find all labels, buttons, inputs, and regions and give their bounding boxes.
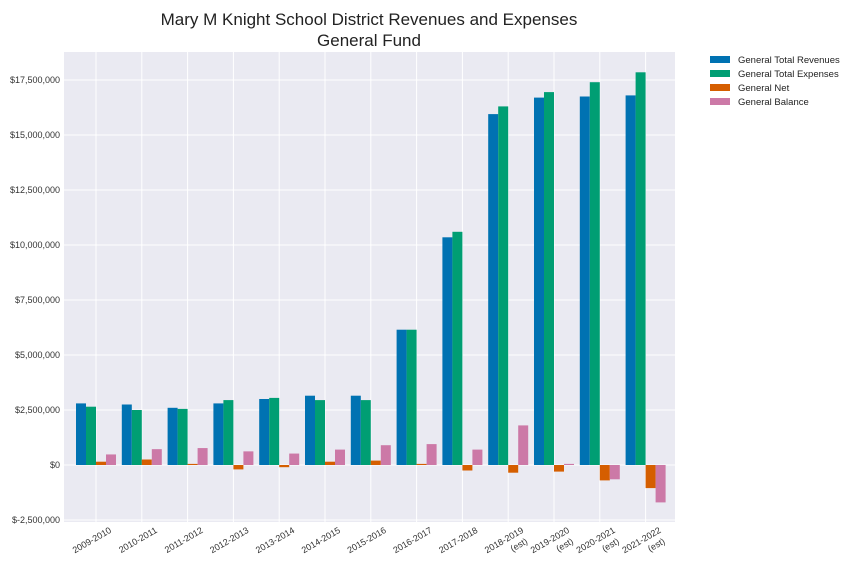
bar-general-net [508, 465, 519, 473]
bar-general-balance [106, 454, 116, 465]
legend-label: General Total Expenses [738, 69, 839, 80]
bar-general-total-revenues [76, 403, 86, 465]
bar-general-net [233, 465, 244, 470]
bar-general-balance [380, 445, 391, 465]
x-tick-label: 2009-2010 [71, 525, 113, 555]
y-tick-label: $-2,500,000 [12, 515, 60, 525]
legend-swatch [710, 70, 730, 77]
legend-swatch [710, 56, 730, 63]
legend: General Total Revenues General Total Expe… [710, 55, 840, 108]
bar-general-balance [243, 451, 254, 465]
bar-general-total-revenues [167, 407, 178, 465]
bar-general-balance [335, 449, 345, 465]
y-tick-label: $5,000,000 [15, 350, 60, 360]
bar-general-net [554, 465, 564, 472]
x-axis: 2009-2010 2010-2011 2011-2012 2012-2013 2013… [71, 525, 667, 555]
bar-general-total-revenues [350, 395, 361, 465]
bar-general-net [96, 461, 106, 465]
bar-general-balance [518, 425, 529, 465]
bar-general-total-expenses [86, 406, 96, 465]
bar-general-net [462, 465, 473, 471]
bar-general-balance [655, 465, 666, 503]
bar-general-total-revenues [305, 395, 315, 465]
bar-general-total-revenues [488, 114, 499, 465]
bar-general-total-revenues [259, 399, 270, 465]
bar-general-total-revenues [213, 403, 224, 465]
x-tick-label: 2011-2012 [163, 525, 205, 555]
x-tick-label: 2013-2014 [254, 525, 296, 555]
bar-general-balance [151, 449, 162, 465]
x-tick-label: 2016-2017 [391, 525, 433, 555]
bar-general-total-revenues [396, 329, 407, 465]
y-tick-label: $10,000,000 [10, 240, 60, 250]
x-tick-label: 2014-2015 [300, 525, 342, 555]
bar-general-total-expenses [589, 82, 600, 465]
bar-general-balance [609, 465, 620, 480]
bar-general-balance [564, 463, 574, 465]
bar-general-total-expenses [315, 400, 325, 465]
bar-general-total-expenses [269, 397, 280, 465]
x-tick-label: 2015-2016 [346, 525, 388, 555]
bar-general-total-expenses [177, 408, 188, 465]
bar-general-net [599, 465, 610, 481]
legend-swatch [710, 84, 730, 91]
bar-general-total-revenues [534, 97, 544, 465]
y-tick-label: $17,500,000 [10, 75, 60, 85]
x-tick-label: 2012-2013 [208, 525, 250, 555]
legend-label: General Net [738, 83, 790, 94]
y-tick-label: $7,500,000 [15, 295, 60, 305]
bar-general-total-expenses [223, 400, 234, 465]
bar-general-net [325, 461, 335, 465]
bar-general-net [370, 460, 381, 465]
bar-general-balance [426, 444, 437, 465]
bars [76, 72, 666, 503]
bar-general-total-expenses [635, 72, 646, 466]
bar-general-total-expenses [360, 400, 371, 465]
bar-general-balance [289, 453, 300, 465]
bar-general-total-expenses [452, 231, 463, 465]
y-tick-label: $15,000,000 [10, 130, 60, 140]
bar-general-total-revenues [579, 96, 590, 465]
y-tick-label: $0 [50, 460, 60, 470]
bar-general-balance [472, 449, 483, 465]
legend-label: General Total Revenues [738, 55, 840, 66]
bar-general-total-revenues [442, 237, 453, 465]
bar-general-net [279, 465, 290, 468]
bar-general-total-expenses [544, 92, 554, 465]
x-tick-label: 2017-2018 [437, 525, 479, 555]
bar-general-net [187, 463, 198, 465]
bar-general-total-revenues [625, 95, 636, 466]
x-tick-label: 2010-2011 [117, 525, 159, 555]
bar-general-total-revenues [121, 404, 132, 465]
bar-general-total-expenses [131, 410, 142, 465]
y-tick-label: $2,500,000 [15, 405, 60, 415]
legend-label: General Balance [738, 97, 809, 108]
legend-swatch [710, 98, 730, 105]
y-axis: $17,500,000 $15,000,000 $12,500,000 $10,000… [10, 75, 60, 525]
y-tick-label: $12,500,000 [10, 185, 60, 195]
bar-general-net [645, 465, 656, 489]
bar-general-net [141, 459, 152, 465]
bar-general-total-expenses [498, 106, 509, 466]
bar-general-total-expenses [406, 329, 417, 465]
chart-title: Mary M Knight School District Revenues a… [161, 10, 578, 29]
bar-general-net [416, 463, 427, 465]
chart-subtitle: General Fund [317, 31, 421, 50]
bar-general-balance [197, 448, 208, 465]
